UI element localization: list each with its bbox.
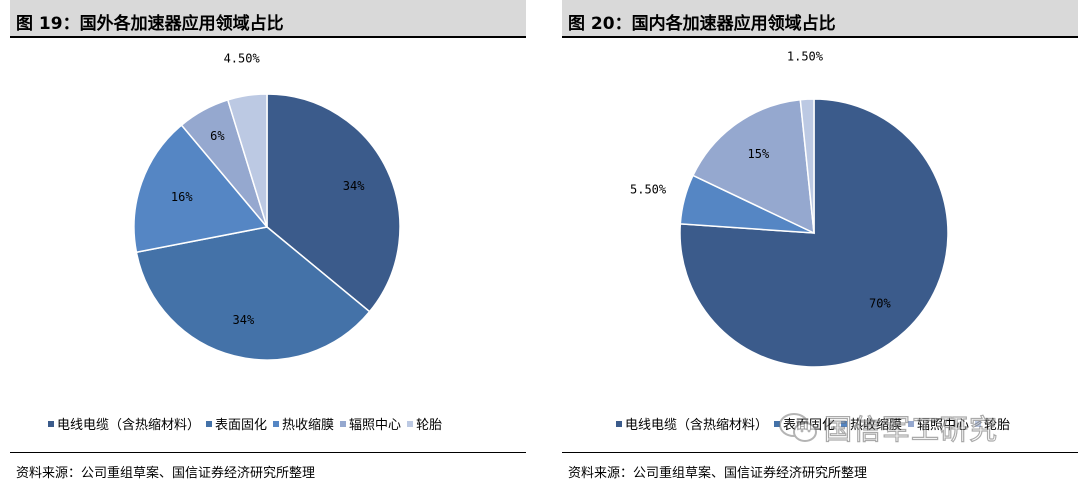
legend-label: 轮胎	[984, 418, 1011, 433]
slice-label: 16%	[171, 190, 193, 204]
pie-slice	[226, 93, 268, 228]
legend-swatch	[908, 420, 915, 427]
pie-slice	[679, 98, 949, 368]
legend-label: 电线电缆（含热缩材料）	[625, 418, 769, 433]
legend-item: 表面固化	[774, 414, 835, 433]
slice-label: 70%	[869, 297, 891, 311]
divider	[10, 452, 526, 453]
figure-title: 图 20：国内各加速器应用领域占比	[568, 14, 836, 34]
legend-label: 辐照中心	[349, 418, 402, 433]
slice-label: 4.50%	[224, 52, 261, 66]
legend-label: 表面固化	[783, 418, 836, 433]
legend-item: 热收缩膜	[273, 414, 334, 433]
legend-item: 辐照中心	[908, 414, 969, 433]
figure-title: 图 19：国外各加速器应用领域占比	[16, 14, 284, 34]
slice-label: 5.50%	[630, 183, 667, 197]
legend-label: 电线电缆（含热缩材料）	[57, 418, 201, 433]
chart-legend: 电线电缆（含热缩材料） 表面固化 热收缩膜 辐照中心 轮胎	[48, 414, 448, 433]
legend-item: 电线电缆（含热缩材料）	[48, 414, 200, 433]
pie-chart-foreign: 34% 34% 16% 6% 4.50%	[133, 52, 401, 361]
divider	[562, 452, 1078, 453]
legend-label: 轮胎	[416, 418, 443, 433]
slice-label: 34%	[343, 179, 365, 193]
legend-swatch	[340, 420, 347, 427]
slice-label: 6%	[210, 129, 225, 143]
legend-item: 电线电缆（含热缩材料）	[616, 414, 768, 433]
chart-panel-domestic: 图 20：国内各加速器应用领域占比 70% 5.50% 15% 1.50% 电线电缆（…	[562, 0, 1078, 484]
legend-label: 热收缩膜	[850, 418, 903, 433]
pie-slice	[799, 98, 815, 234]
legend-swatch	[273, 420, 280, 427]
pie-slice	[133, 124, 269, 254]
legend-swatch	[975, 420, 982, 427]
legend-item: 辐照中心	[340, 414, 401, 433]
legend-label: 辐照中心	[917, 418, 970, 433]
legend-swatch	[841, 420, 848, 427]
legend-item: 轮胎	[407, 414, 442, 433]
legend-swatch	[616, 420, 622, 427]
pie-slice	[135, 226, 371, 361]
slice-label: 34%	[233, 313, 255, 327]
legend-swatch	[774, 420, 781, 427]
pie-slice	[266, 93, 401, 313]
source-note: 资料来源：公司重组草案、国信证券经济研究所整理	[568, 466, 868, 481]
source-note: 资料来源：公司重组草案、国信证券经济研究所整理	[16, 466, 316, 481]
pie-chart-domestic: 70% 5.50% 15% 1.50%	[630, 49, 949, 368]
legend-label: 热收缩膜	[282, 418, 335, 433]
legend-item: 表面固化	[206, 414, 267, 433]
legend-item: 轮胎	[975, 414, 1010, 433]
slice-label: 1.50%	[787, 49, 824, 63]
legend-swatch	[407, 420, 414, 427]
chart-legend: 电线电缆（含热缩材料） 表面固化 热收缩膜 辐照中心 轮胎	[616, 414, 1016, 433]
slice-label: 15%	[748, 147, 770, 161]
pie-slice	[691, 98, 815, 235]
legend-swatch	[206, 420, 213, 427]
legend-item: 热收缩膜	[841, 414, 902, 433]
legend-label: 表面固化	[215, 418, 268, 433]
chart-panel-foreign: 图 19：国外各加速器应用领域占比 34% 34% 16% 6% 4.50% 电线电缆（…	[10, 0, 526, 484]
legend-swatch	[48, 420, 54, 427]
figure-header: 图 19：国外各加速器应用领域占比	[10, 0, 526, 38]
figure-header: 图 20：国内各加速器应用领域占比	[562, 0, 1078, 38]
